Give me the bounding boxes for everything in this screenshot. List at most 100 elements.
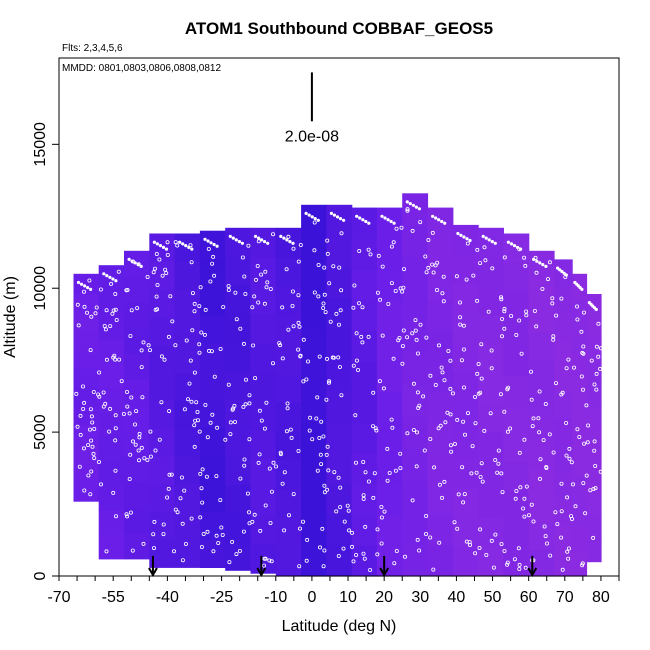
- sample-point: [88, 427, 93, 432]
- sample-point: [378, 297, 383, 302]
- sample-point: [135, 306, 140, 311]
- sample-point: [359, 334, 364, 339]
- sample-point: [489, 348, 494, 353]
- sample-point: [508, 426, 513, 431]
- heatmap-cell: [554, 312, 573, 340]
- sample-point: [538, 261, 542, 265]
- profile-arrow: [527, 555, 538, 578]
- sample-point: [328, 319, 333, 324]
- sample-point: [505, 562, 510, 567]
- sample-point: [592, 382, 597, 387]
- sample-point: [351, 305, 356, 310]
- sample-point: [517, 567, 522, 572]
- heatmap-cell: [73, 406, 100, 426]
- sample-point: [247, 437, 252, 442]
- sample-point: [256, 300, 261, 305]
- heatmap-cell: [572, 349, 588, 376]
- sample-point: [237, 240, 241, 244]
- sample-point: [76, 280, 81, 285]
- sample-point: [370, 424, 375, 429]
- sample-point: [125, 389, 130, 394]
- heatmap-cell: [250, 371, 277, 402]
- sample-point: [204, 474, 209, 479]
- sample-point: [322, 483, 327, 488]
- sample-point: [114, 514, 119, 519]
- sample-point: [260, 238, 264, 242]
- heatmap-cell: [73, 387, 100, 407]
- sample-point: [189, 260, 194, 265]
- sample-point: [554, 381, 559, 386]
- sample-point: [130, 259, 134, 263]
- x-tick-label: -55: [102, 589, 125, 606]
- sample-point: [270, 361, 275, 366]
- sample-point: [277, 341, 282, 346]
- heatmap-cell: [427, 269, 454, 301]
- sample-point: [579, 329, 584, 334]
- sample-point: [462, 432, 467, 437]
- sample-point: [184, 338, 189, 343]
- sample-point: [585, 440, 590, 445]
- sample-point: [185, 397, 190, 402]
- sample-point: [98, 287, 103, 292]
- heatmap-cell: [199, 258, 226, 288]
- sample-point: [257, 236, 261, 240]
- heatmap-cell: [478, 401, 504, 432]
- sample-point: [524, 484, 529, 489]
- sample-point: [570, 517, 575, 522]
- sample-point: [182, 407, 187, 412]
- heatmap-cell: [250, 342, 277, 373]
- sample-point: [583, 511, 588, 516]
- sample-point: [197, 350, 202, 355]
- sample-point: [288, 240, 292, 244]
- sample-point: [327, 379, 332, 384]
- sample-point: [506, 240, 510, 244]
- heatmap-cell: [572, 399, 588, 426]
- heatmap-cell: [427, 391, 454, 424]
- sample-point: [280, 481, 285, 486]
- sample-point: [189, 516, 194, 521]
- heatmap-cell: [572, 525, 588, 552]
- heatmap-cell: [554, 417, 573, 445]
- sample-point: [258, 528, 263, 533]
- sample-point: [531, 416, 536, 421]
- sample-point: [312, 248, 317, 253]
- sample-point: [565, 495, 570, 500]
- sample-point: [305, 537, 310, 542]
- sample-point: [195, 409, 200, 414]
- sample-point: [475, 371, 480, 376]
- heatmap-cell: [124, 276, 150, 303]
- sample-point: [584, 403, 589, 408]
- heatmap-cell: [225, 427, 252, 457]
- sample-point: [146, 343, 151, 348]
- sample-point: [83, 284, 87, 288]
- sample-point: [88, 492, 93, 497]
- sample-point: [234, 552, 239, 557]
- sample-point: [243, 377, 248, 382]
- sample-point: [458, 315, 463, 320]
- sample-point: [116, 269, 121, 274]
- sample-point: [418, 322, 423, 327]
- heatmap-cell: [478, 314, 504, 345]
- sample-point: [209, 241, 213, 245]
- heatmap-cell: [98, 534, 125, 560]
- sample-point: [502, 549, 507, 554]
- heatmap-cell: [376, 545, 403, 577]
- sample-point: [443, 420, 448, 425]
- heatmap-cell: [225, 341, 252, 371]
- sample-point: [228, 234, 232, 238]
- sample-point: [198, 515, 203, 520]
- sample-point: [169, 472, 174, 477]
- heatmap-cell: [452, 254, 479, 285]
- heatmap-cell: [452, 546, 479, 577]
- sample-point: [124, 288, 129, 293]
- sample-point: [458, 322, 463, 327]
- sample-point: [190, 291, 195, 296]
- sample-point: [86, 286, 90, 290]
- sample-point: [263, 269, 268, 274]
- sample-point: [559, 296, 564, 301]
- sample-point: [375, 552, 380, 557]
- x-tick-label: 20: [375, 589, 393, 606]
- sample-point: [401, 328, 406, 333]
- sample-point: [593, 486, 598, 491]
- sample-point: [572, 365, 577, 370]
